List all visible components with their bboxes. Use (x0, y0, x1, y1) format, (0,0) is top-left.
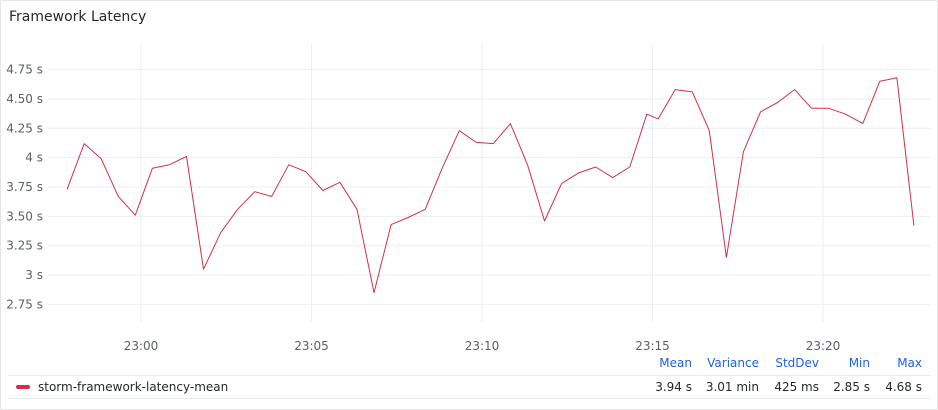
legend-value-mean: 3.94 s (655, 380, 692, 394)
chart-plot: 2.75 s 3 s 3.25 s 3.50 s 3.75 s 4 s 4.25 s 4.50… (6, 44, 930, 353)
y-tick-label: 4.75 s (6, 63, 43, 77)
y-tick-label: 3.25 s (6, 239, 43, 253)
y-tick-label: 4.25 s (6, 121, 43, 135)
y-tick-label: 4.50 s (6, 92, 43, 106)
legend-header-min[interactable]: Min (848, 356, 870, 370)
legend-value-max: 4.68 s (885, 380, 922, 394)
x-tick-label: 23:15 (635, 339, 670, 353)
series-layer (66, 77, 915, 294)
y-axis: 2.75 s 3 s 3.25 s 3.50 s 3.75 s 4 s 4.25 s 4.50… (6, 63, 43, 312)
y-tick-label: 2.75 s (6, 297, 43, 311)
x-axis: 23:00 23:05 23:10 23:15 23:20 (124, 339, 841, 353)
y-tick-label: 3.50 s (6, 209, 43, 223)
legend-row[interactable]: storm-framework-latency-mean 3.94 s 3.01… (8, 375, 930, 399)
series-line[interactable] (66, 77, 915, 294)
legend-header-mean[interactable]: Mean (659, 356, 692, 370)
y-tick-label: 4 s (25, 151, 43, 165)
legend-header-variance[interactable]: Variance (707, 356, 759, 370)
grid (48, 44, 930, 322)
legend-header-max[interactable]: Max (897, 356, 922, 370)
x-tick-label: 23:00 (124, 339, 159, 353)
y-tick-label: 3.75 s (6, 180, 43, 194)
x-tick-label: 23:20 (806, 339, 841, 353)
legend-value-stddev: 425 ms (774, 380, 819, 394)
legend-header: Mean Variance StdDev Min Max (0, 356, 938, 372)
y-tick-label: 3 s (25, 268, 43, 282)
legend-header-stddev[interactable]: StdDev (775, 356, 819, 370)
legend-value-min: 2.85 s (833, 380, 870, 394)
panel-title: Framework Latency (9, 9, 147, 25)
x-tick-label: 23:10 (465, 339, 500, 353)
x-tick-label: 23:05 (294, 339, 329, 353)
legend-series-name[interactable]: storm-framework-latency-mean (38, 380, 229, 394)
legend-value-variance: 3.01 min (705, 380, 759, 394)
legend-swatch (16, 385, 30, 389)
